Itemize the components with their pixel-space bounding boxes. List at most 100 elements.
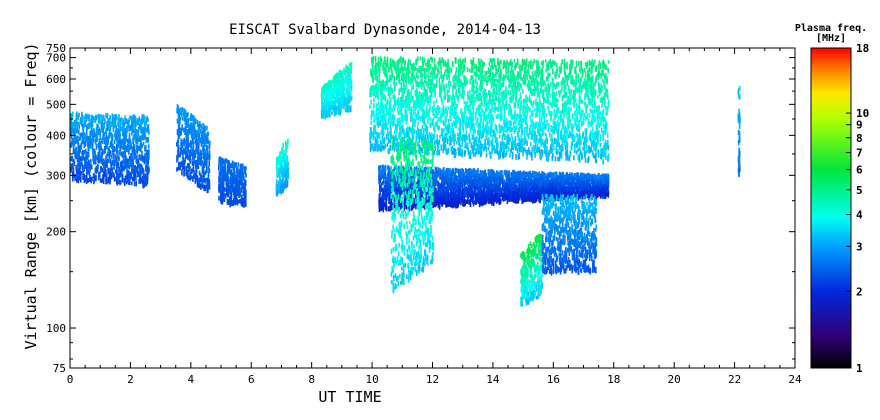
echo-point	[390, 67, 393, 72]
echo-point	[566, 80, 569, 86]
echo-point	[116, 128, 118, 133]
echo-point	[121, 173, 124, 180]
echo-point	[183, 171, 185, 177]
echo-point	[578, 135, 580, 140]
echo-point	[481, 78, 484, 85]
echo-point	[189, 124, 191, 129]
echo-point	[565, 92, 568, 99]
echo-point	[575, 60, 578, 65]
echo-point	[329, 86, 332, 91]
echo-point	[122, 120, 124, 125]
echo-point	[239, 163, 242, 169]
echo-point	[184, 111, 186, 116]
echo-point	[498, 153, 500, 160]
echo-point	[204, 178, 207, 184]
echo-point	[321, 87, 323, 93]
echo-point	[120, 170, 123, 177]
echo-point	[607, 144, 610, 151]
echo-point	[432, 123, 435, 130]
echo-point	[517, 99, 520, 104]
echo-point	[347, 76, 349, 82]
echo-point	[280, 160, 283, 166]
echo-point	[279, 167, 281, 174]
echo-point	[278, 168, 280, 174]
echo-point	[544, 59, 547, 63]
echo-point	[182, 148, 185, 153]
echo-point	[502, 77, 505, 84]
echo-point	[402, 66, 404, 72]
echo-point	[135, 139, 137, 144]
echo-point	[527, 79, 530, 86]
echo-point	[553, 109, 556, 115]
echo-point	[480, 143, 483, 149]
echo-point	[75, 174, 77, 180]
echo-point	[77, 129, 80, 133]
echo-point	[86, 125, 88, 131]
echo-point	[539, 122, 542, 128]
echo-point	[524, 108, 526, 115]
echo-point	[451, 102, 453, 107]
echo-point	[385, 62, 388, 68]
echo-point	[322, 95, 324, 100]
echo-point	[72, 174, 74, 180]
echo-point	[425, 68, 428, 73]
echo-point	[434, 121, 437, 128]
echo-point	[116, 157, 118, 162]
echo-point	[117, 122, 119, 127]
echo-point	[405, 110, 408, 116]
echo-point	[447, 127, 450, 134]
echo-point	[607, 100, 610, 105]
echo-point	[404, 102, 407, 109]
echo-point	[105, 132, 108, 140]
echo-point	[94, 117, 96, 124]
echo-point	[128, 136, 131, 140]
echo-point	[423, 102, 425, 106]
echo-point	[121, 138, 124, 144]
echo-point	[553, 146, 555, 151]
echo-point	[374, 66, 376, 73]
echo-point	[243, 197, 245, 204]
echo-point	[433, 133, 436, 138]
echo-point	[121, 152, 124, 159]
echo-point	[195, 173, 197, 179]
echo-point	[124, 115, 126, 122]
echo-point	[441, 98, 443, 105]
echo-point	[398, 88, 400, 96]
echo-point	[95, 127, 98, 134]
echo-point	[222, 195, 224, 200]
echo-point	[328, 111, 331, 117]
echo-point	[473, 90, 476, 95]
echo-point	[499, 97, 502, 103]
echo-point	[283, 153, 286, 158]
echo-point	[490, 77, 492, 85]
echo-point	[443, 141, 445, 147]
echo-point	[225, 181, 228, 187]
echo-point	[238, 169, 241, 175]
echo-point	[349, 77, 351, 82]
echo-point	[454, 76, 456, 80]
echo-point	[509, 123, 511, 130]
echo-point	[96, 128, 99, 136]
echo-point	[412, 119, 414, 125]
echo-point	[337, 105, 339, 110]
echo-point	[372, 135, 375, 141]
echo-point	[461, 142, 463, 147]
echo-point	[200, 132, 203, 137]
echo-point	[339, 108, 341, 116]
echo-point	[536, 72, 538, 76]
echo-point	[131, 129, 133, 136]
echo-point	[542, 139, 544, 146]
echo-point	[430, 91, 433, 98]
echo-point	[454, 148, 457, 154]
echo-point	[464, 64, 466, 69]
echo-point	[89, 142, 92, 149]
echo-point	[525, 63, 528, 68]
echo-point	[471, 111, 473, 118]
echo-point	[478, 122, 480, 129]
echo-point	[528, 94, 531, 100]
echo-point	[337, 73, 339, 78]
echo-point	[543, 99, 545, 105]
echo-point	[479, 126, 481, 132]
echo-point	[140, 129, 142, 134]
echo-point	[464, 144, 466, 149]
